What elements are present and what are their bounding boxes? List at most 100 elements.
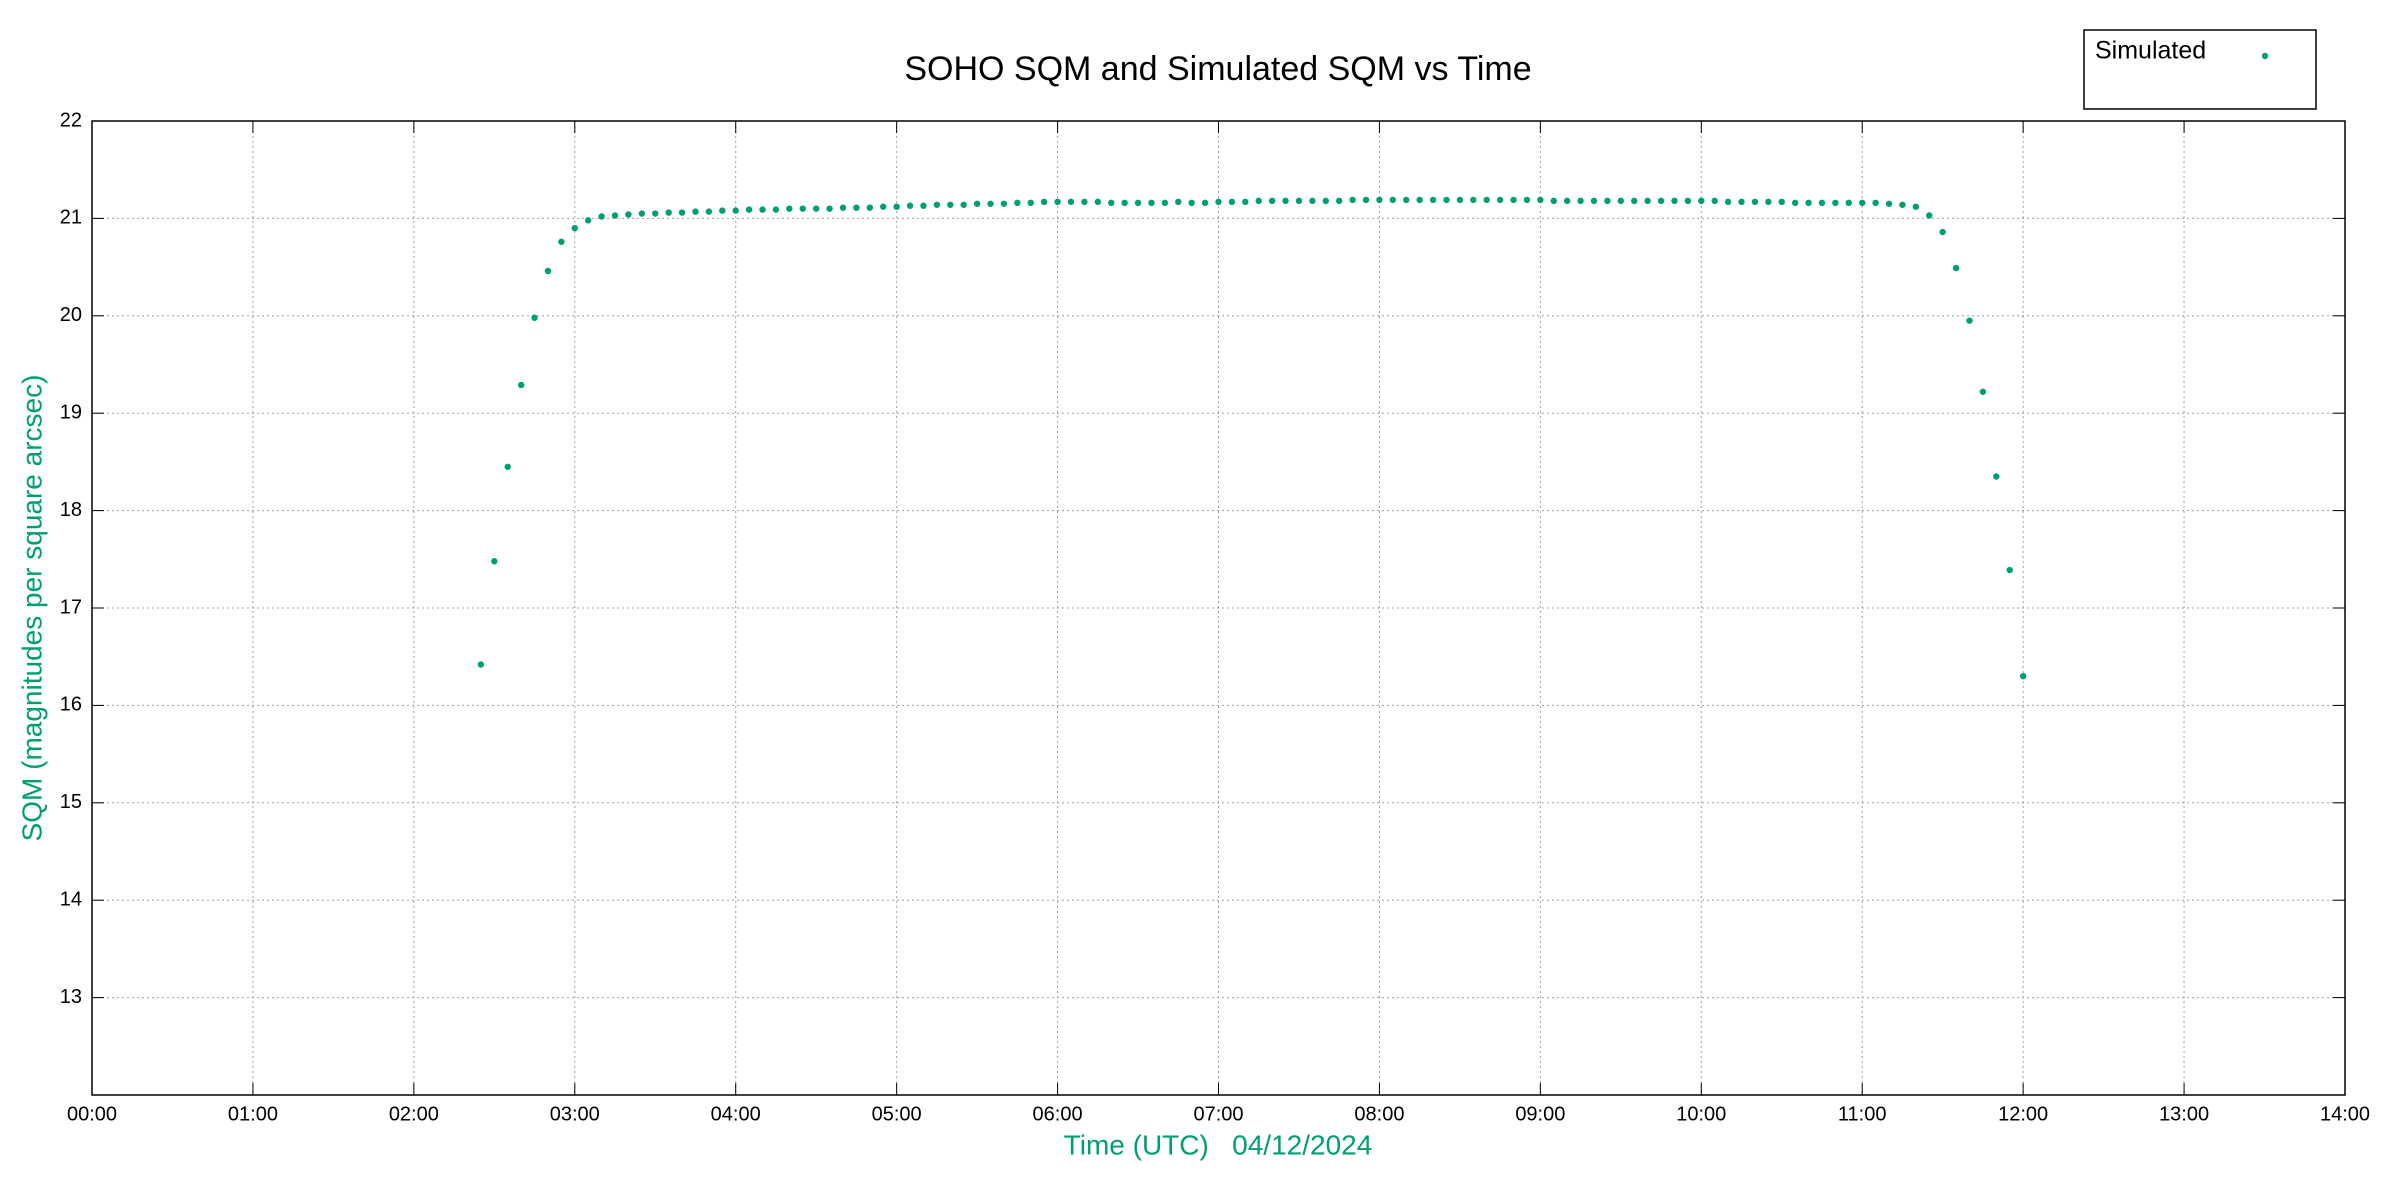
point xyxy=(1604,197,1611,205)
point xyxy=(745,206,753,213)
point xyxy=(1403,196,1410,204)
point xyxy=(1429,196,1437,204)
point xyxy=(517,381,525,389)
point xyxy=(1684,197,1692,205)
x-tick-label: 10:00 xyxy=(1676,1103,1726,1125)
point xyxy=(1228,198,1236,206)
point xyxy=(1778,198,1785,206)
point xyxy=(1590,197,1598,205)
point xyxy=(1859,199,1866,207)
point xyxy=(611,212,619,219)
point xyxy=(544,267,552,275)
point xyxy=(1268,197,1276,205)
point xyxy=(933,201,941,208)
x-axis-label: Time (UTC) 04/12/2024 xyxy=(1064,1129,1373,1160)
point xyxy=(571,224,578,232)
point xyxy=(1416,196,1423,204)
point xyxy=(652,210,659,217)
point xyxy=(1939,228,1946,236)
y-tick-label: 14 xyxy=(60,888,82,910)
point xyxy=(1631,197,1638,205)
point xyxy=(1148,199,1155,207)
point xyxy=(1188,199,1195,207)
point xyxy=(1081,198,1088,206)
y-tick-label: 20 xyxy=(60,304,82,326)
point xyxy=(1872,199,1879,207)
point xyxy=(1215,198,1222,206)
point xyxy=(920,202,927,209)
x-tick-label: 01:00 xyxy=(228,1103,278,1125)
point xyxy=(1563,197,1571,205)
point xyxy=(1577,197,1584,205)
point xyxy=(705,208,713,215)
point xyxy=(1255,197,1262,205)
y-axis-label: SQM (magnitudes per square arcsec) xyxy=(16,375,47,842)
point xyxy=(812,205,820,212)
x-tick-label: 00:00 xyxy=(67,1103,117,1125)
x-tick-label: 08:00 xyxy=(1354,1103,1404,1125)
point xyxy=(2019,672,2027,680)
point xyxy=(1791,199,1799,207)
y-tick-label: 17 xyxy=(60,596,82,618)
point xyxy=(973,200,981,207)
point xyxy=(1054,198,1061,206)
y-tick-label: 13 xyxy=(60,986,82,1008)
point xyxy=(1483,196,1490,204)
point xyxy=(1389,196,1397,204)
legend-box xyxy=(2083,29,2317,110)
point xyxy=(678,209,686,216)
point xyxy=(1550,197,1557,205)
x-tick-label: 12:00 xyxy=(1998,1103,2048,1125)
point xyxy=(1523,196,1531,204)
point xyxy=(1510,196,1517,204)
point xyxy=(1805,199,1812,207)
point xyxy=(1738,198,1745,206)
point xyxy=(853,204,860,211)
point xyxy=(866,204,874,211)
point xyxy=(1242,198,1249,206)
point xyxy=(1175,198,1182,206)
point xyxy=(1952,264,1960,272)
y-tick-label: 16 xyxy=(60,694,82,716)
point xyxy=(1818,199,1826,207)
point xyxy=(1295,197,1303,205)
x-tick-label: 14:00 xyxy=(2320,1103,2370,1125)
point xyxy=(1832,199,1839,207)
point xyxy=(1376,196,1383,204)
point xyxy=(1537,196,1544,204)
point xyxy=(1027,199,1034,207)
legend-label: Simulated xyxy=(2095,37,2206,65)
point xyxy=(1979,388,1987,395)
x-tick-label: 06:00 xyxy=(1033,1103,1083,1125)
point xyxy=(1121,199,1128,207)
x-tick-label: 09:00 xyxy=(1515,1103,1565,1125)
point xyxy=(1711,197,1718,205)
point xyxy=(1161,199,1169,207)
point xyxy=(772,206,780,213)
point xyxy=(732,207,739,214)
point xyxy=(1282,197,1289,205)
point xyxy=(1040,198,1048,206)
point xyxy=(1349,196,1356,204)
point xyxy=(1496,196,1504,204)
y-tick-label: 21 xyxy=(60,207,82,229)
point xyxy=(625,211,632,218)
point xyxy=(1470,196,1477,204)
x-tick-label: 02:00 xyxy=(389,1103,439,1125)
point xyxy=(531,314,538,321)
point xyxy=(1456,196,1464,204)
point xyxy=(880,203,887,210)
plot-frame xyxy=(91,120,2346,1096)
point xyxy=(839,204,847,211)
y-tick-label: 15 xyxy=(60,791,82,813)
point xyxy=(1724,198,1732,206)
point xyxy=(665,209,672,216)
point xyxy=(477,661,485,668)
point xyxy=(947,201,954,208)
point xyxy=(1134,199,1142,207)
point xyxy=(1845,199,1853,207)
point xyxy=(987,200,994,207)
point xyxy=(759,206,766,213)
point xyxy=(1000,200,1008,207)
